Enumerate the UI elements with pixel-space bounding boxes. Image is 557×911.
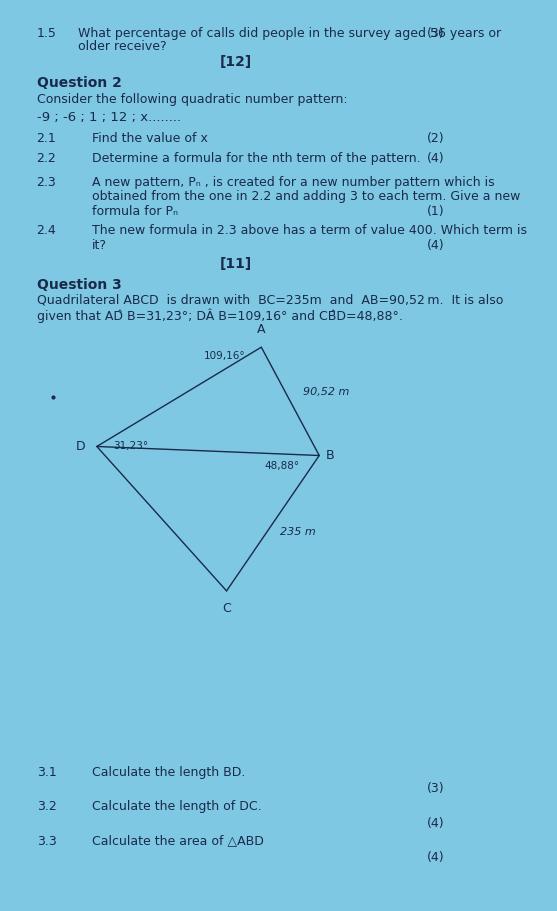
Text: Consider the following quadratic number pattern:: Consider the following quadratic number … — [37, 93, 347, 106]
Text: 3.2: 3.2 — [37, 801, 56, 814]
Text: (4): (4) — [427, 239, 444, 251]
Text: 2.3: 2.3 — [37, 176, 56, 189]
Text: (4): (4) — [427, 152, 444, 165]
Text: Question 2: Question 2 — [37, 77, 121, 90]
Text: 31,23°: 31,23° — [113, 442, 148, 452]
Text: it?: it? — [92, 239, 107, 251]
Text: D: D — [76, 440, 85, 453]
Text: (3): (3) — [427, 783, 444, 795]
Text: (3): (3) — [427, 26, 444, 40]
Text: given that AD̂ B=31,23°; DÂ B=109,16° and CB̂D=48,88°.: given that AD̂ B=31,23°; DÂ B=109,16° an… — [37, 308, 403, 322]
Text: 235 m: 235 m — [280, 527, 316, 537]
Text: The new formula in 2.3 above has a term of value 400. Which term is: The new formula in 2.3 above has a term … — [92, 224, 527, 238]
Text: 2.4: 2.4 — [37, 224, 56, 238]
Text: (4): (4) — [427, 816, 444, 830]
Text: 109,16°: 109,16° — [203, 351, 245, 361]
Text: Find the value of x: Find the value of x — [92, 132, 208, 146]
Text: (2): (2) — [427, 132, 444, 146]
Text: (1): (1) — [427, 205, 444, 218]
Text: 48,88°: 48,88° — [265, 461, 300, 471]
Text: (4): (4) — [427, 851, 444, 864]
Text: A: A — [257, 323, 266, 336]
Text: [11]: [11] — [219, 257, 252, 271]
Text: -9 ; -6 ; 1 ; 12 ; x........: -9 ; -6 ; 1 ; 12 ; x........ — [37, 110, 180, 124]
Text: 90,52 m: 90,52 m — [303, 387, 349, 397]
Text: A new pattern, Pₙ , is created for a new number pattern which is: A new pattern, Pₙ , is created for a new… — [92, 176, 495, 189]
Text: B: B — [326, 449, 335, 462]
Text: formula for Pₙ: formula for Pₙ — [92, 205, 178, 218]
Text: Calculate the length BD.: Calculate the length BD. — [92, 766, 246, 779]
Text: 3.1: 3.1 — [37, 766, 56, 779]
Text: 3.3: 3.3 — [37, 834, 56, 847]
Text: Determine a formula for the nth term of the pattern.: Determine a formula for the nth term of … — [92, 152, 421, 165]
Text: [12]: [12] — [219, 55, 252, 68]
Text: Quadrilateral ABCD  is drawn with  BC=235m  and  AB=90,52 m.  It is also: Quadrilateral ABCD is drawn with BC=235m… — [37, 294, 503, 307]
Text: Calculate the length of DC.: Calculate the length of DC. — [92, 801, 262, 814]
Text: C: C — [222, 602, 231, 615]
Text: Question 3: Question 3 — [37, 278, 121, 292]
Text: 2.1: 2.1 — [37, 132, 56, 146]
Text: 1.5: 1.5 — [37, 26, 56, 40]
Text: older receive?: older receive? — [79, 40, 167, 53]
Text: Calculate the area of △ABD: Calculate the area of △ABD — [92, 834, 264, 847]
Text: What percentage of calls did people in the survey aged 56 years or: What percentage of calls did people in t… — [79, 26, 501, 40]
Text: 2.2: 2.2 — [37, 152, 56, 165]
Text: obtained from the one in 2.2 and adding 3 to each term. Give a new: obtained from the one in 2.2 and adding … — [92, 190, 521, 203]
